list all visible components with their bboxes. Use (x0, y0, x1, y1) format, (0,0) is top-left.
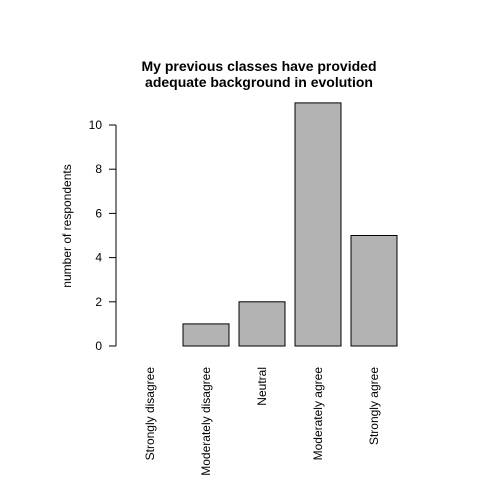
y-tick-label: 0 (95, 339, 102, 353)
chart-title: My previous classes have provided adequa… (142, 58, 377, 90)
chart-title-line-1: My previous classes have provided (142, 58, 377, 74)
bar (182, 323, 230, 347)
x-tick-labels: Strongly disagree Moderately disagree Neut… (143, 367, 381, 476)
y-tick-label: 8 (95, 162, 102, 176)
y-axis: 0 2 4 6 8 10 (89, 118, 117, 353)
chart-title-line-2: adequate background in evolution (145, 74, 373, 90)
bar (238, 301, 286, 347)
y-tick-label: 4 (95, 251, 102, 265)
y-tick-label: 2 (95, 295, 102, 309)
x-tick-label: Strongly disagree (143, 367, 157, 461)
y-axis-label: number of respondents (60, 164, 74, 287)
bars (182, 102, 398, 347)
x-tick-label: Moderately agree (311, 367, 325, 461)
y-tick-label: 10 (89, 118, 103, 132)
bar (294, 102, 342, 347)
x-tick-label: Moderately disagree (199, 367, 213, 476)
y-tick-label: 6 (95, 206, 102, 220)
x-tick-label: Neutral (255, 367, 269, 406)
x-tick-label: Strongly agree (367, 367, 381, 445)
bar (350, 235, 398, 347)
